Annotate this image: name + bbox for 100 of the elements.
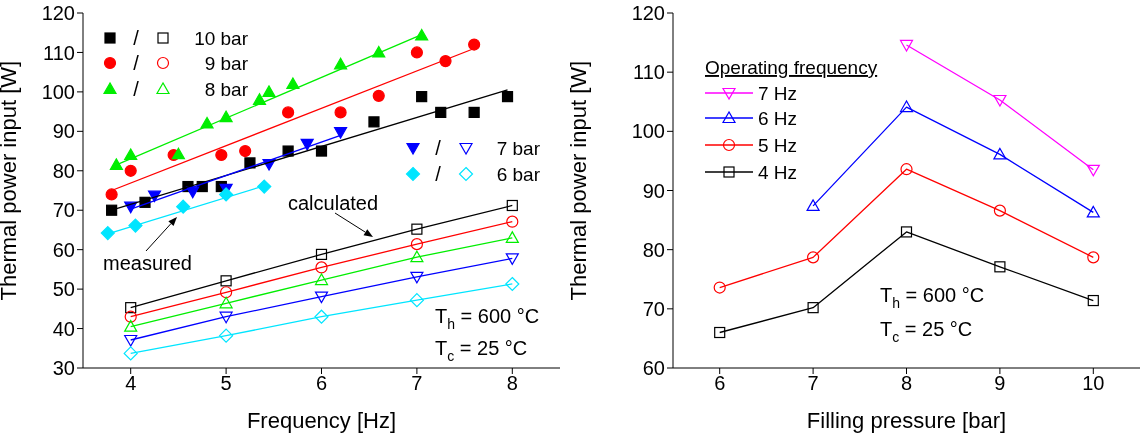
annotation: / <box>133 27 140 49</box>
point <box>314 309 329 324</box>
y-tick-label: 120 <box>41 2 75 25</box>
annotation: calculated <box>288 192 379 214</box>
point <box>1087 251 1100 264</box>
annotation: / <box>133 78 140 100</box>
point <box>314 273 329 286</box>
point <box>100 226 115 241</box>
legend-label: 7 bar <box>496 138 541 159</box>
x-axis-title: Filling pressure [bar] <box>806 408 1007 433</box>
point <box>171 147 185 160</box>
x-tick-label: 4 <box>125 372 137 395</box>
point <box>314 291 329 304</box>
point <box>106 204 118 216</box>
point <box>468 106 480 118</box>
y-tick-label: 110 <box>43 41 75 64</box>
point <box>416 91 428 103</box>
point <box>220 275 232 287</box>
point <box>257 179 272 194</box>
point <box>282 106 295 119</box>
point <box>993 204 1006 217</box>
legend-label: 8 bar <box>204 79 249 100</box>
y-tick-label: 60 <box>52 238 75 261</box>
y-tick-label: 80 <box>52 159 75 182</box>
annotation: measured <box>103 252 192 274</box>
legend-label: 10 bar <box>194 28 249 49</box>
point <box>333 127 348 139</box>
annotation: T$_{c}$ = 25 °C <box>435 337 528 364</box>
point <box>124 310 137 323</box>
point <box>372 45 386 58</box>
x-tick-label: 8 <box>900 372 913 395</box>
point <box>714 326 726 339</box>
y-tick-label: 120 <box>631 2 665 25</box>
point <box>215 148 228 162</box>
x-tick-label: 7 <box>807 372 819 395</box>
x-tick-label: 7 <box>411 372 423 395</box>
point <box>300 138 314 151</box>
point <box>899 100 914 113</box>
y-tick-label: 40 <box>52 317 75 340</box>
y-tick-label: 50 <box>52 278 75 301</box>
point <box>807 251 820 264</box>
legend-label: 6 Hz <box>758 108 798 129</box>
y-tick-label: 80 <box>642 238 665 261</box>
point <box>124 164 137 177</box>
legend-label: 5 Hz <box>758 135 798 156</box>
point <box>411 223 423 235</box>
y-tick-label: 90 <box>52 120 75 143</box>
point <box>993 94 1007 107</box>
point <box>105 188 118 201</box>
annotation: T$_{h}$ = 600 °C <box>880 284 985 311</box>
point <box>713 281 726 294</box>
y-tick-label: 110 <box>633 61 665 84</box>
y-tick-label: 30 <box>52 357 75 380</box>
point <box>368 116 380 128</box>
y-axis-title: Thermal power input [W] <box>565 60 591 301</box>
point <box>807 302 819 314</box>
point <box>505 276 520 292</box>
y-tick-label: 70 <box>52 199 75 222</box>
point <box>334 106 347 119</box>
y-tick-label: 100 <box>41 80 75 103</box>
x-tick-label: 6 <box>714 372 726 395</box>
point <box>128 218 143 233</box>
y-tick-label: 100 <box>631 120 665 143</box>
point <box>1086 205 1100 218</box>
annotation: T$_{h}$ = 600 °C <box>435 305 540 332</box>
point <box>315 248 328 260</box>
point <box>219 311 233 324</box>
legend-label: 9 bar <box>204 53 249 74</box>
point <box>1087 294 1099 307</box>
point <box>410 271 424 284</box>
annotation: / <box>133 52 140 74</box>
point <box>262 85 276 97</box>
point <box>468 38 481 51</box>
point <box>409 293 424 308</box>
point <box>286 77 300 90</box>
point <box>315 145 328 157</box>
legend-label: 6 bar <box>496 164 541 185</box>
point <box>415 28 429 41</box>
y-tick-label: 90 <box>642 179 665 202</box>
point <box>123 346 138 361</box>
point <box>410 46 423 59</box>
y-tick-label: 70 <box>642 297 665 320</box>
point <box>219 328 234 343</box>
point <box>900 163 913 176</box>
x-tick-label: 9 <box>994 372 1006 395</box>
point <box>900 226 913 238</box>
point <box>505 231 519 243</box>
legend-label: 4 Hz <box>758 162 798 183</box>
point <box>220 286 233 299</box>
y-tick-label: 60 <box>642 357 665 380</box>
point <box>124 319 138 332</box>
point <box>806 199 820 211</box>
point <box>410 250 424 263</box>
x-tick-label: 10 <box>1082 372 1105 395</box>
annotation: T$_{c}$ = 25 °C <box>880 318 973 345</box>
point <box>124 334 138 347</box>
point <box>244 157 256 169</box>
legend-title: Operating frequency <box>705 57 878 78</box>
annotation: / <box>435 137 442 159</box>
point <box>1086 164 1100 177</box>
